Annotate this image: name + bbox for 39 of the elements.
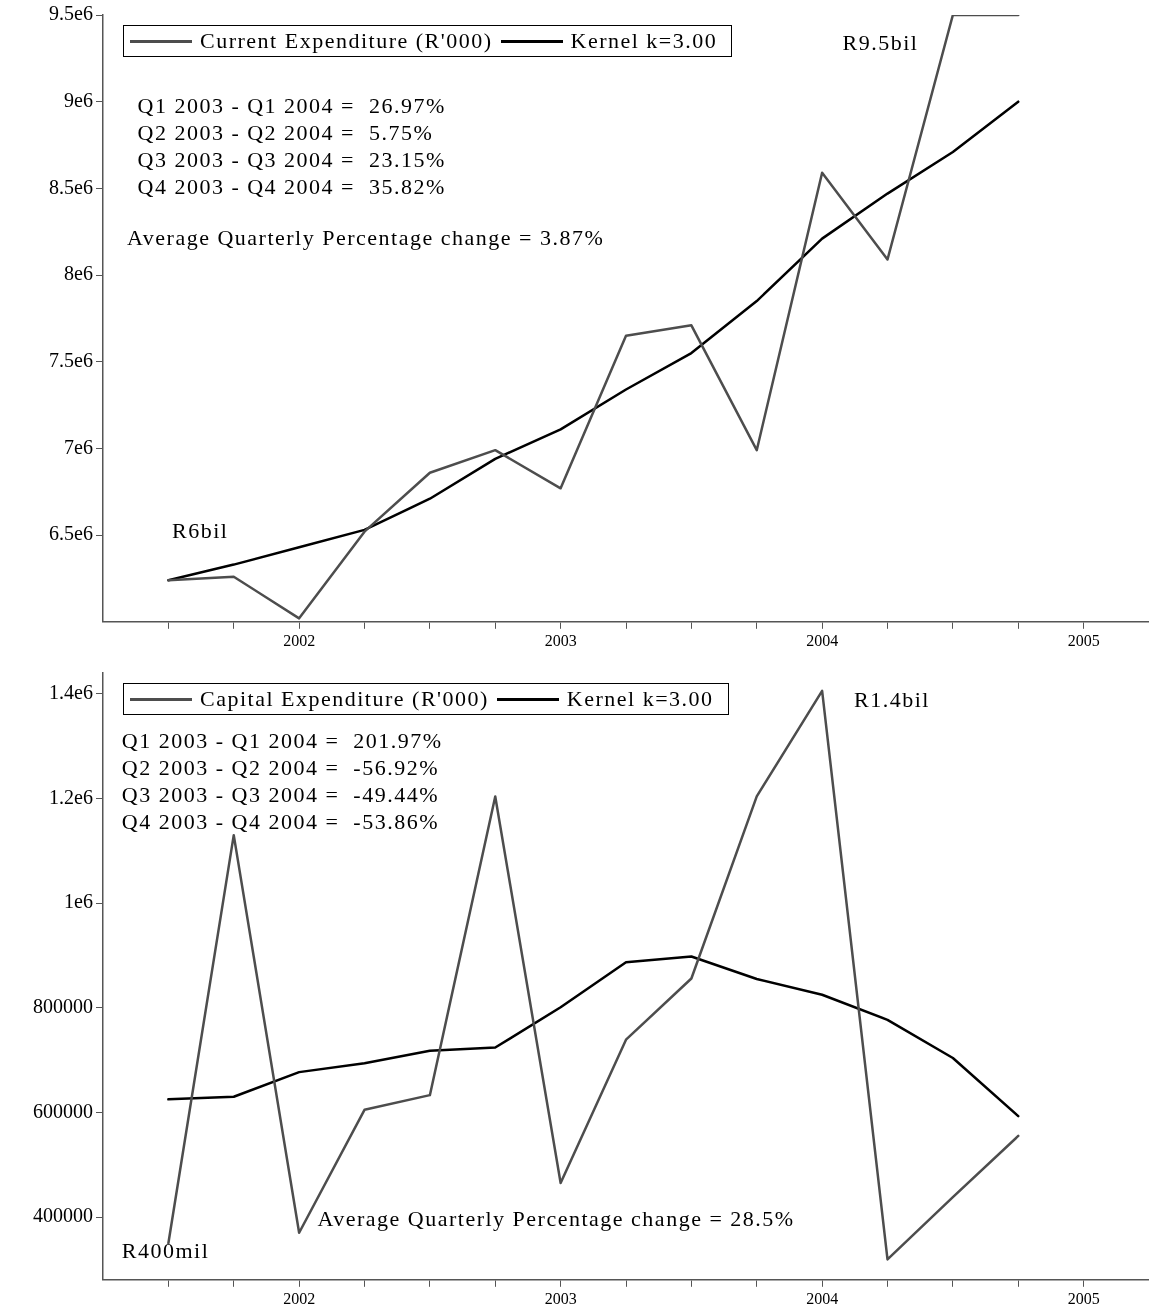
annotation: R6bil [172, 518, 229, 544]
y-tick-label: 1e6 [64, 890, 93, 913]
legend-label: Kernel k=3.00 [566, 686, 714, 712]
legend-label: Capital Expenditure (R'000) [200, 686, 489, 712]
y-tick-label: 400000 [33, 1204, 93, 1227]
y-tick-label: 9.5e6 [49, 2, 93, 25]
annotation: R9.5bil [842, 29, 919, 55]
x-tick-label: 2002 [283, 631, 316, 649]
y-tick-label: 8e6 [64, 262, 93, 285]
y-tick-label: 6.5e6 [49, 522, 93, 545]
annotation: Q4 2003 - Q4 2004 = -53.86% [121, 808, 439, 834]
y-tick-label: 1.2e6 [49, 785, 93, 808]
annotation: R400mil [121, 1238, 210, 1264]
y-tick-label: 7e6 [64, 435, 93, 458]
legend-label: Current Expenditure (R'000) [200, 28, 493, 54]
x-tick-label: 2003 [544, 631, 577, 649]
annotation: Q2 2003 - Q2 2004 = 5.75% [137, 120, 434, 146]
y-tick-label: 7.5e6 [49, 348, 93, 371]
annotation: Q4 2003 - Q4 2004 = 35.82% [137, 174, 446, 200]
x-tick-label: 2004 [806, 1289, 839, 1307]
annotation: Q1 2003 - Q1 2004 = 201.97% [121, 727, 443, 753]
x-tick-label: 2005 [1067, 631, 1100, 649]
annotation: Q2 2003 - Q2 2004 = -56.92% [121, 755, 439, 781]
annotation: R1.4bil [854, 686, 930, 712]
x-tick-label: 2005 [1067, 1289, 1100, 1307]
x-tick-label: 2004 [806, 631, 839, 649]
x-tick-label: 2003 [544, 1289, 577, 1307]
x-tick-label: 2002 [283, 1289, 316, 1307]
y-tick-label: 8.5e6 [49, 175, 93, 198]
y-tick-label: 800000 [33, 995, 93, 1018]
y-tick-label: 1.4e6 [49, 681, 93, 704]
annotation: Average Quarterly Percentage change = 3.87% [127, 225, 605, 251]
y-tick-label: 600000 [33, 1099, 93, 1122]
annotation: Q3 2003 - Q3 2004 = 23.15% [137, 147, 446, 173]
legend-label: Kernel k=3.00 [570, 28, 718, 54]
annotation: Q3 2003 - Q3 2004 = -49.44% [121, 781, 439, 807]
annotation: Average Quarterly Percentage change = 28.5% [317, 1206, 795, 1232]
annotation: Q1 2003 - Q1 2004 = 26.97% [137, 93, 446, 119]
y-tick-label: 9e6 [64, 88, 93, 111]
